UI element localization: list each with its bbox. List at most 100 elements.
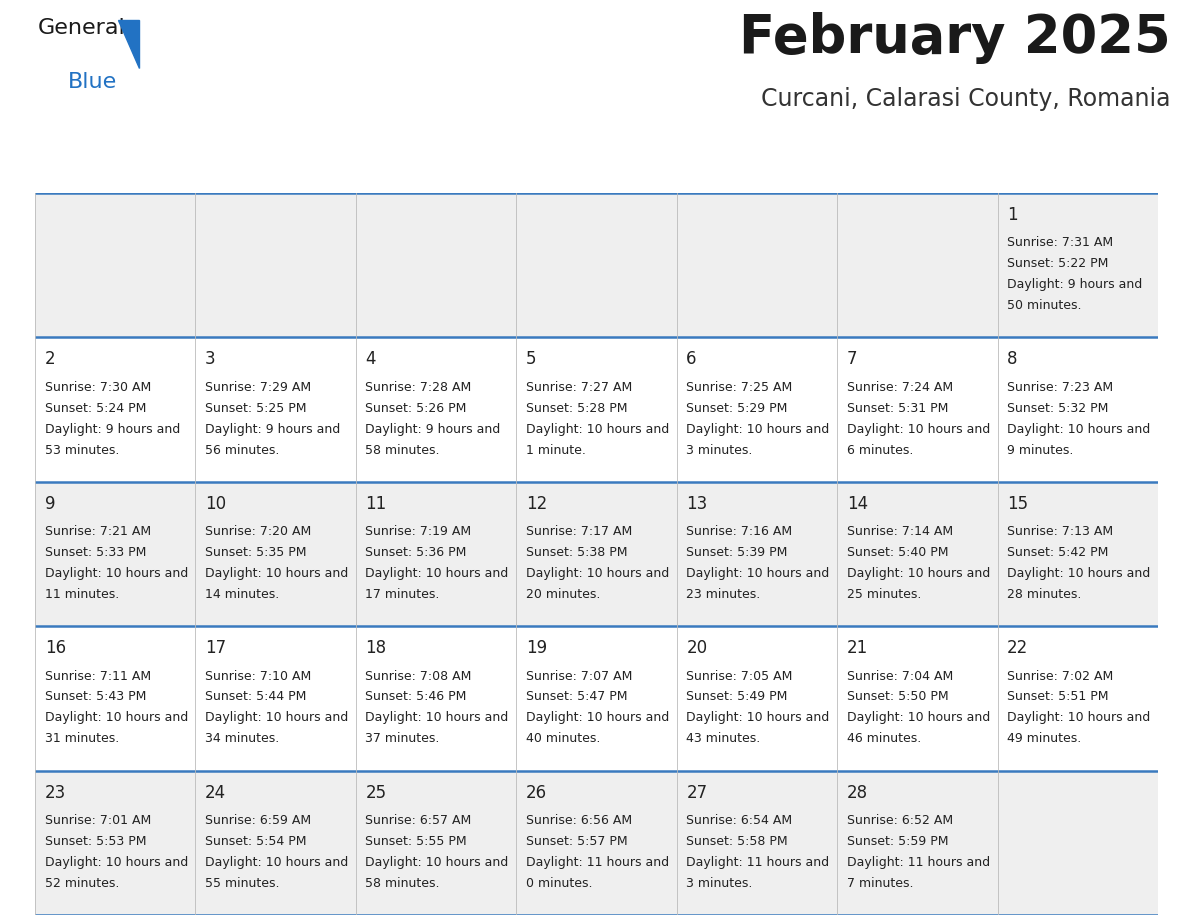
Text: Sunset: 5:54 PM: Sunset: 5:54 PM bbox=[206, 834, 307, 848]
Text: Daylight: 10 hours and: Daylight: 10 hours and bbox=[366, 856, 508, 868]
Text: Daylight: 9 hours and: Daylight: 9 hours and bbox=[206, 422, 340, 436]
Text: Sunrise: 7:05 AM: Sunrise: 7:05 AM bbox=[687, 669, 792, 682]
Text: Sunset: 5:49 PM: Sunset: 5:49 PM bbox=[687, 690, 788, 703]
Text: 11: 11 bbox=[366, 495, 387, 513]
Text: Sunset: 5:40 PM: Sunset: 5:40 PM bbox=[847, 546, 948, 559]
Text: 25 minutes.: 25 minutes. bbox=[847, 588, 921, 601]
Text: 52 minutes.: 52 minutes. bbox=[45, 877, 119, 890]
Text: 56 minutes.: 56 minutes. bbox=[206, 443, 279, 456]
Text: 1 minute.: 1 minute. bbox=[526, 443, 586, 456]
Text: Sunrise: 7:30 AM: Sunrise: 7:30 AM bbox=[45, 381, 151, 394]
Text: Sunset: 5:42 PM: Sunset: 5:42 PM bbox=[1007, 546, 1108, 559]
Text: Friday: Friday bbox=[849, 168, 905, 185]
Text: February 2025: February 2025 bbox=[739, 12, 1170, 64]
Text: Sunrise: 7:27 AM: Sunrise: 7:27 AM bbox=[526, 381, 632, 394]
Text: 21: 21 bbox=[847, 639, 868, 657]
Text: 0 minutes.: 0 minutes. bbox=[526, 877, 593, 890]
Text: Sunset: 5:53 PM: Sunset: 5:53 PM bbox=[45, 834, 146, 848]
Text: Daylight: 10 hours and: Daylight: 10 hours and bbox=[526, 711, 669, 724]
Text: Sunrise: 7:17 AM: Sunrise: 7:17 AM bbox=[526, 525, 632, 538]
Text: Sunrise: 7:19 AM: Sunrise: 7:19 AM bbox=[366, 525, 472, 538]
Text: 23: 23 bbox=[45, 784, 65, 801]
Polygon shape bbox=[118, 19, 139, 68]
Text: Blue: Blue bbox=[68, 72, 116, 92]
Text: Daylight: 9 hours and: Daylight: 9 hours and bbox=[1007, 278, 1143, 291]
Text: Sunset: 5:26 PM: Sunset: 5:26 PM bbox=[366, 402, 467, 415]
Text: 9 minutes.: 9 minutes. bbox=[1007, 443, 1074, 456]
Text: Sunset: 5:25 PM: Sunset: 5:25 PM bbox=[206, 402, 307, 415]
Text: Sunset: 5:24 PM: Sunset: 5:24 PM bbox=[45, 402, 146, 415]
Text: Daylight: 10 hours and: Daylight: 10 hours and bbox=[847, 567, 990, 580]
Text: 13: 13 bbox=[687, 495, 708, 513]
Text: 58 minutes.: 58 minutes. bbox=[366, 443, 440, 456]
Text: 2: 2 bbox=[45, 351, 56, 368]
Text: 28 minutes.: 28 minutes. bbox=[1007, 588, 1081, 601]
Text: Sunset: 5:33 PM: Sunset: 5:33 PM bbox=[45, 546, 146, 559]
Text: Daylight: 10 hours and: Daylight: 10 hours and bbox=[847, 422, 990, 436]
Text: Sunrise: 6:59 AM: Sunrise: 6:59 AM bbox=[206, 814, 311, 827]
Text: 19: 19 bbox=[526, 639, 546, 657]
Text: 55 minutes.: 55 minutes. bbox=[206, 877, 279, 890]
Text: Sunset: 5:29 PM: Sunset: 5:29 PM bbox=[687, 402, 788, 415]
Text: Daylight: 10 hours and: Daylight: 10 hours and bbox=[1007, 422, 1150, 436]
Text: Sunrise: 7:25 AM: Sunrise: 7:25 AM bbox=[687, 381, 792, 394]
Text: Daylight: 9 hours and: Daylight: 9 hours and bbox=[45, 422, 179, 436]
Text: Sunset: 5:22 PM: Sunset: 5:22 PM bbox=[1007, 257, 1108, 270]
Text: Daylight: 10 hours and: Daylight: 10 hours and bbox=[206, 711, 348, 724]
Text: 24: 24 bbox=[206, 784, 226, 801]
Text: Sunset: 5:44 PM: Sunset: 5:44 PM bbox=[206, 690, 307, 703]
Text: Sunrise: 6:54 AM: Sunrise: 6:54 AM bbox=[687, 814, 792, 827]
Text: Tuesday: Tuesday bbox=[368, 168, 442, 185]
Text: 17: 17 bbox=[206, 639, 226, 657]
Text: Daylight: 10 hours and: Daylight: 10 hours and bbox=[847, 711, 990, 724]
Text: Sunset: 5:57 PM: Sunset: 5:57 PM bbox=[526, 834, 627, 848]
Text: Daylight: 10 hours and: Daylight: 10 hours and bbox=[526, 567, 669, 580]
Bar bbox=[34, 482, 1158, 626]
Text: 3 minutes.: 3 minutes. bbox=[687, 877, 753, 890]
Text: 50 minutes.: 50 minutes. bbox=[1007, 299, 1082, 312]
Text: 37 minutes.: 37 minutes. bbox=[366, 733, 440, 745]
Bar bbox=[34, 193, 1158, 338]
Text: Daylight: 10 hours and: Daylight: 10 hours and bbox=[687, 567, 829, 580]
Text: 12: 12 bbox=[526, 495, 548, 513]
Text: Daylight: 10 hours and: Daylight: 10 hours and bbox=[206, 856, 348, 868]
Text: Sunrise: 7:28 AM: Sunrise: 7:28 AM bbox=[366, 381, 472, 394]
Text: 14: 14 bbox=[847, 495, 868, 513]
Text: Saturday: Saturday bbox=[1011, 168, 1092, 185]
Text: 22: 22 bbox=[1007, 639, 1029, 657]
Text: 4: 4 bbox=[366, 351, 375, 368]
Text: Sunset: 5:32 PM: Sunset: 5:32 PM bbox=[1007, 402, 1108, 415]
Text: Sunrise: 7:04 AM: Sunrise: 7:04 AM bbox=[847, 669, 953, 682]
Text: 3: 3 bbox=[206, 351, 216, 368]
Text: Sunrise: 6:52 AM: Sunrise: 6:52 AM bbox=[847, 814, 953, 827]
Text: Sunset: 5:55 PM: Sunset: 5:55 PM bbox=[366, 834, 467, 848]
Text: Monday: Monday bbox=[208, 168, 279, 185]
Text: 7: 7 bbox=[847, 351, 858, 368]
Bar bbox=[34, 770, 1158, 915]
Text: 26: 26 bbox=[526, 784, 546, 801]
Text: 6 minutes.: 6 minutes. bbox=[847, 443, 914, 456]
Text: Sunrise: 7:23 AM: Sunrise: 7:23 AM bbox=[1007, 381, 1113, 394]
Text: Sunset: 5:46 PM: Sunset: 5:46 PM bbox=[366, 690, 467, 703]
Text: Sunset: 5:58 PM: Sunset: 5:58 PM bbox=[687, 834, 788, 848]
Text: 46 minutes.: 46 minutes. bbox=[847, 733, 921, 745]
Text: Sunset: 5:36 PM: Sunset: 5:36 PM bbox=[366, 546, 467, 559]
Text: 8: 8 bbox=[1007, 351, 1018, 368]
Text: 23 minutes.: 23 minutes. bbox=[687, 588, 760, 601]
Text: Sunrise: 7:24 AM: Sunrise: 7:24 AM bbox=[847, 381, 953, 394]
Text: Sunset: 5:50 PM: Sunset: 5:50 PM bbox=[847, 690, 948, 703]
Text: Sunrise: 7:08 AM: Sunrise: 7:08 AM bbox=[366, 669, 472, 682]
Text: 25: 25 bbox=[366, 784, 386, 801]
Text: 17 minutes.: 17 minutes. bbox=[366, 588, 440, 601]
Text: Sunset: 5:47 PM: Sunset: 5:47 PM bbox=[526, 690, 627, 703]
Text: 7 minutes.: 7 minutes. bbox=[847, 877, 914, 890]
Text: Sunrise: 7:16 AM: Sunrise: 7:16 AM bbox=[687, 525, 792, 538]
Text: Sunset: 5:35 PM: Sunset: 5:35 PM bbox=[206, 546, 307, 559]
Text: Daylight: 10 hours and: Daylight: 10 hours and bbox=[45, 567, 188, 580]
Text: 11 minutes.: 11 minutes. bbox=[45, 588, 119, 601]
Text: 20: 20 bbox=[687, 639, 708, 657]
Text: 14 minutes.: 14 minutes. bbox=[206, 588, 279, 601]
Text: Daylight: 11 hours and: Daylight: 11 hours and bbox=[687, 856, 829, 868]
Text: 3 minutes.: 3 minutes. bbox=[687, 443, 753, 456]
Text: 18: 18 bbox=[366, 639, 386, 657]
